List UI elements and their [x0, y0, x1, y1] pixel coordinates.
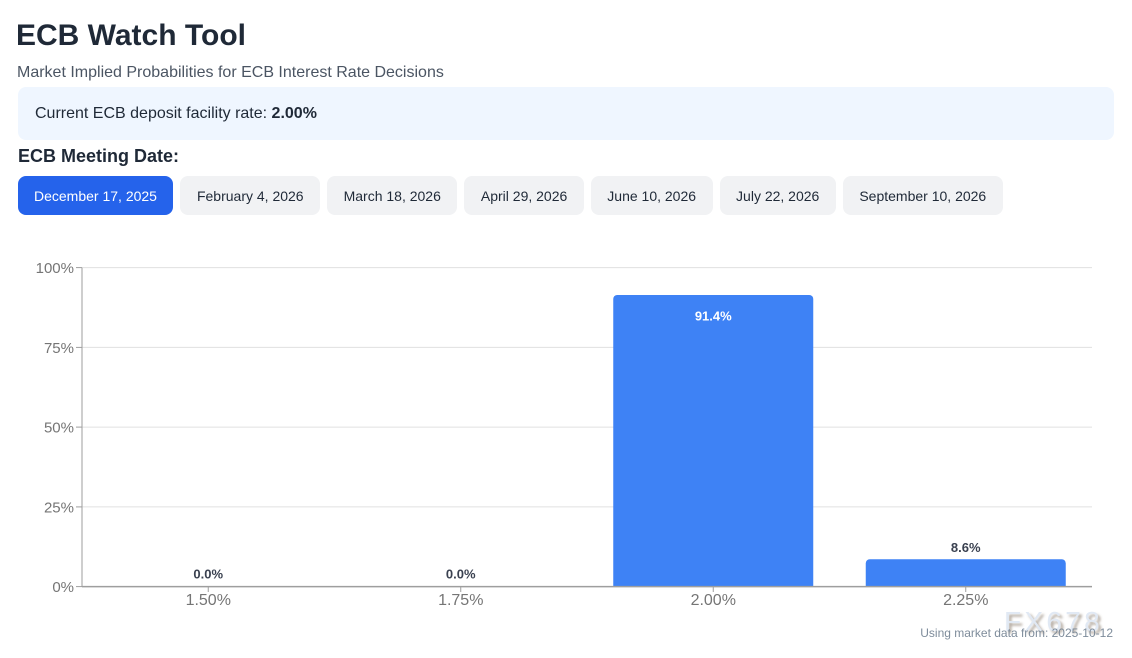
svg-text:1.75%: 1.75%	[438, 592, 483, 609]
svg-text:0%: 0%	[52, 579, 74, 596]
svg-text:8.6%: 8.6%	[951, 540, 981, 555]
svg-text:Using market data from: 2025-1: Using market data from: 2025-10-12	[920, 626, 1113, 640]
svg-text:FX678: FX678	[1007, 609, 1106, 640]
svg-text:FX678: FX678	[1004, 606, 1103, 637]
svg-text:2.00%: 2.00%	[691, 592, 736, 609]
svg-text:0.0%: 0.0%	[446, 567, 476, 582]
svg-text:91.4%: 91.4%	[695, 309, 732, 324]
svg-text:25%: 25%	[44, 499, 74, 516]
svg-text:2.25%: 2.25%	[943, 592, 988, 609]
svg-text:1.50%: 1.50%	[186, 592, 231, 609]
svg-text:50%: 50%	[44, 420, 74, 437]
svg-text:0.0%: 0.0%	[193, 567, 223, 582]
svg-text:75%: 75%	[44, 340, 74, 357]
svg-text:100%: 100%	[36, 260, 74, 277]
